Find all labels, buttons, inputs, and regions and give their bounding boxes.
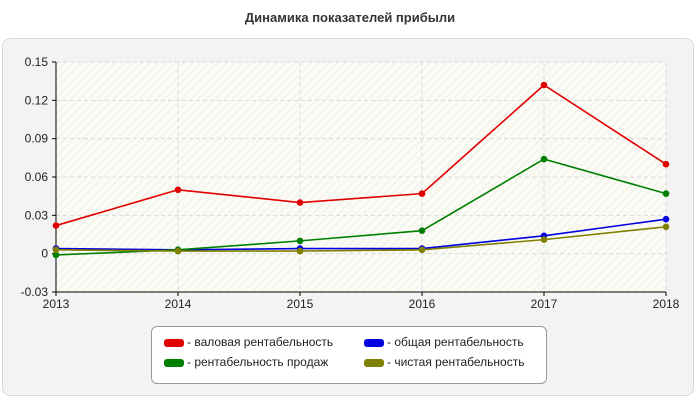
data-point-2-3 [418, 227, 426, 234]
series-line-1 [55, 218, 667, 251]
legend-item-total-margin: - общая рентабельность [364, 335, 524, 349]
legend-label: - общая рентабельность [387, 335, 524, 349]
data-point-0-5 [662, 160, 670, 168]
data-point-0-2 [296, 199, 304, 206]
x-tick-label: 2018 [653, 297, 680, 311]
data-point-3-3 [418, 246, 426, 254]
y-tick-label: 0.15 [25, 55, 49, 69]
data-point-2-5 [662, 190, 670, 197]
legend-swatch-green [164, 358, 184, 367]
y-tick-labels: 0.15 0.12 0.09 0.06 0.03 0 -0.03 [21, 55, 56, 299]
y-tick-label: 0.12 [25, 93, 49, 107]
data-point-2-2 [296, 237, 304, 245]
data-point-3-0 [52, 246, 60, 254]
data-point-3-4 [540, 236, 548, 243]
series-line-0 [55, 83, 667, 227]
y-tick-label: -0.03 [21, 285, 49, 299]
series-line-3 [55, 226, 667, 252]
legend-swatch-olive [364, 358, 384, 367]
legend-item-sales-margin: - рентабельность продаж [164, 355, 328, 369]
data-point-1-5 [662, 215, 670, 223]
legend-item-gross-margin: - валовая рентабельность [164, 335, 333, 349]
legend-label: - чистая рентабельность [387, 355, 525, 369]
legend-item-net-margin: - чистая рентабельность [364, 355, 524, 369]
chart-title: Динамика показателей прибыли [244, 10, 456, 25]
x-tick-labels: 2013 2014 2015 2016 2017 2018 [43, 292, 680, 311]
data-point-2-0 [52, 251, 60, 259]
data-point-3-2 [296, 247, 304, 255]
y-tick-label: 0.06 [25, 170, 49, 184]
x-tick-label: 2014 [165, 297, 192, 311]
data-point-2-4 [540, 155, 548, 163]
data-point-3-1 [174, 247, 182, 255]
y-tick-label: 0.09 [25, 132, 49, 146]
series-group [52, 81, 670, 259]
x-tick-label: 2016 [409, 297, 436, 311]
data-point-0-0 [52, 222, 60, 229]
x-tick-label: 2015 [287, 297, 314, 311]
legend-label: - валовая рентабельность [187, 335, 334, 349]
data-point-3-5 [662, 223, 670, 231]
legend: - валовая рентабельность - общая рентабе… [151, 326, 547, 384]
data-point-0-3 [418, 190, 426, 197]
x-tick-label: 2013 [43, 297, 70, 311]
legend-swatch-red [164, 338, 184, 347]
y-tick-label: 0 [41, 247, 48, 261]
y-tick-label: 0.03 [25, 208, 49, 222]
data-point-0-1 [174, 186, 182, 194]
legend-label: - рентабельность продаж [187, 355, 329, 369]
legend-swatch-blue [364, 338, 384, 347]
x-tick-label: 2017 [531, 297, 558, 311]
data-point-0-4 [540, 81, 548, 89]
